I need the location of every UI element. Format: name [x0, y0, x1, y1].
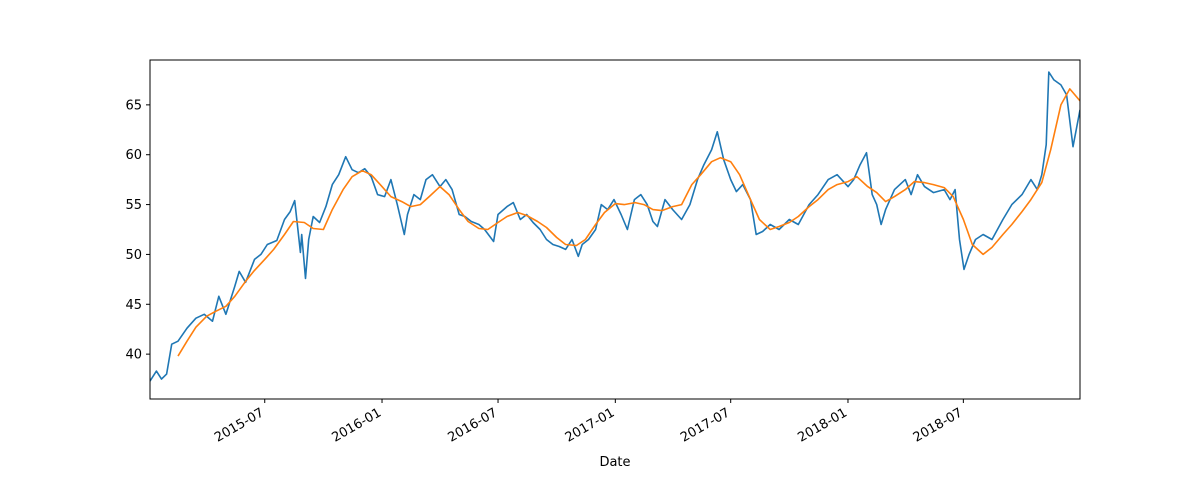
- y-tick-label: 45: [125, 298, 142, 313]
- y-tick-label: 60: [125, 148, 142, 163]
- x-tick-label: 2016-01: [329, 405, 384, 445]
- x-tick-label: 2018-01: [795, 405, 850, 445]
- y-tick-label: 40: [125, 348, 142, 363]
- x-axis-label: Date: [599, 455, 630, 470]
- y-tick-label: 50: [125, 248, 142, 263]
- y-axis: 40 45 50 55 60 65: [125, 98, 150, 363]
- x-tick-label: 2017-07: [678, 405, 733, 445]
- x-tick-label: 2017-01: [563, 405, 618, 445]
- y-tick-label: 65: [125, 98, 142, 113]
- plot-frame: [149, 59, 1081, 400]
- plot-area: [149, 59, 1081, 400]
- x-tick-label: 2015-07: [212, 405, 267, 445]
- series-line-2: [177, 88, 1080, 357]
- y-tick-label: 55: [125, 198, 142, 213]
- x-axis: 2015-07 2016-01 2016-07 2017-01 2017-07 2018-…: [212, 399, 965, 446]
- x-tick-label: 2018-07: [911, 405, 966, 445]
- x-tick-label: 2016-07: [445, 405, 500, 445]
